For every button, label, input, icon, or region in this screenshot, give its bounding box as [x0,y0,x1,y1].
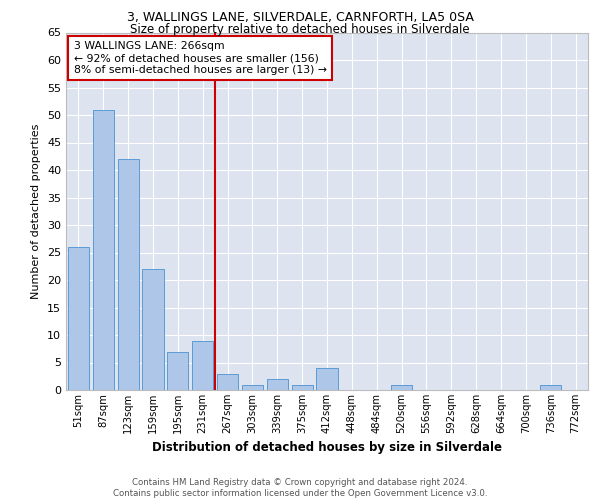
X-axis label: Distribution of detached houses by size in Silverdale: Distribution of detached houses by size … [152,442,502,454]
Bar [391,384,412,390]
Bar [267,379,288,390]
Bar [540,384,561,390]
Y-axis label: Number of detached properties: Number of detached properties [31,124,41,299]
Bar [292,384,313,390]
Bar [93,110,114,390]
Bar [167,352,188,390]
Text: Size of property relative to detached houses in Silverdale: Size of property relative to detached ho… [130,22,470,36]
Text: Contains HM Land Registry data © Crown copyright and database right 2024.
Contai: Contains HM Land Registry data © Crown c… [113,478,487,498]
Bar [192,340,213,390]
Bar [316,368,338,390]
Bar [68,247,89,390]
Text: 3, WALLINGS LANE, SILVERDALE, CARNFORTH, LA5 0SA: 3, WALLINGS LANE, SILVERDALE, CARNFORTH,… [127,11,473,24]
Bar [217,374,238,390]
Bar [118,159,139,390]
Bar [242,384,263,390]
Text: 3 WALLINGS LANE: 266sqm
← 92% of detached houses are smaller (156)
8% of semi-de: 3 WALLINGS LANE: 266sqm ← 92% of detache… [74,42,327,74]
Bar [142,269,164,390]
